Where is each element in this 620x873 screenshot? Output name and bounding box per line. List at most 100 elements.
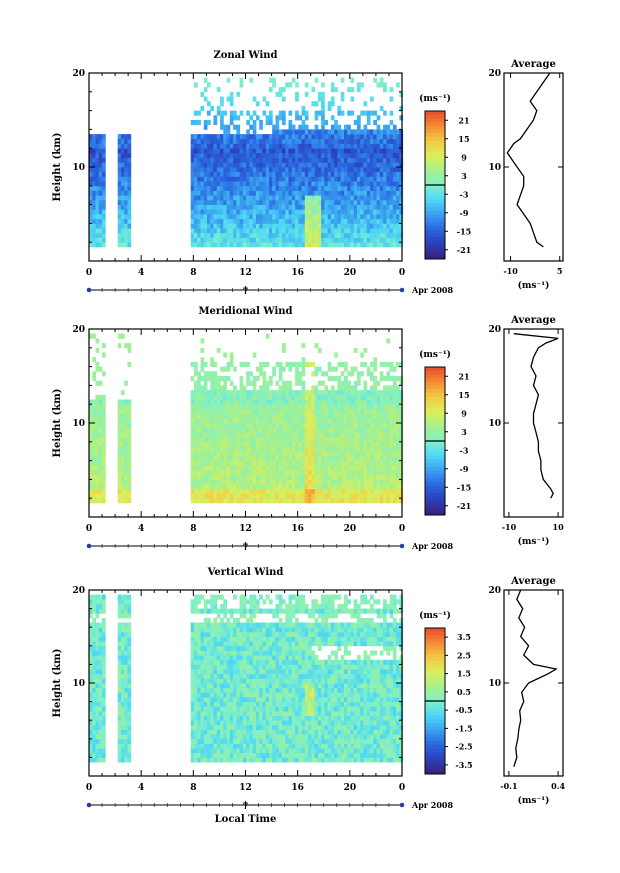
heatmap-cell xyxy=(262,110,267,116)
heatmap-cell xyxy=(239,190,244,196)
heatmap-cell xyxy=(379,474,384,480)
heatmap-cell xyxy=(255,390,260,396)
heatmap-cell xyxy=(379,82,384,88)
heatmap-cell xyxy=(330,129,335,135)
heatmap-cell xyxy=(200,413,205,419)
heatmap-cell xyxy=(304,498,309,504)
heatmap-cell xyxy=(288,413,293,419)
heatmap-cell xyxy=(282,394,286,400)
heatmap-cell xyxy=(334,484,338,490)
heatmap-cell xyxy=(95,167,100,173)
heatmap-cell xyxy=(127,683,132,689)
heatmap-cell xyxy=(350,413,355,419)
heatmap-cell xyxy=(376,237,381,243)
heatmap-cell xyxy=(353,399,358,405)
heatmap-cell xyxy=(278,404,283,410)
heatmap-cell xyxy=(330,195,335,201)
heatmap-cell xyxy=(92,432,96,438)
heatmap-cell xyxy=(399,418,404,424)
heatmap-cell xyxy=(379,493,384,499)
heatmap-cell xyxy=(200,622,205,628)
heatmap-cell xyxy=(370,451,374,457)
heatmap-cell xyxy=(226,474,231,480)
heatmap-cell xyxy=(321,479,325,485)
heatmap-cell xyxy=(92,474,96,480)
heatmap-cell xyxy=(127,232,132,238)
heatmap-cell xyxy=(197,752,201,758)
heatmap-cell xyxy=(210,199,214,205)
heatmap-cell xyxy=(259,488,263,494)
heatmap-cell xyxy=(207,181,211,187)
heatmap-cell xyxy=(327,413,332,419)
heatmap-cell xyxy=(330,185,335,191)
heatmap-cell xyxy=(327,209,332,215)
heatmap-cell xyxy=(399,437,404,443)
heatmap-cell xyxy=(357,87,361,93)
heatmap-cell xyxy=(298,437,302,443)
heatmap-cell xyxy=(363,223,368,229)
x-tick-label: 16 xyxy=(291,524,304,534)
heatmap-cell xyxy=(298,404,302,410)
heatmap-cell xyxy=(236,460,241,466)
heatmap-cell xyxy=(220,460,224,466)
heatmap-cell xyxy=(379,129,384,135)
colorbar-swatch xyxy=(425,129,445,134)
heatmap-cell xyxy=(334,488,338,494)
heatmap-cell xyxy=(262,455,267,461)
heatmap-cell xyxy=(337,223,342,229)
heatmap-cell xyxy=(259,451,263,457)
heatmap-cell xyxy=(213,706,218,712)
heatmap-cell xyxy=(272,493,276,499)
heatmap-cell xyxy=(295,129,299,135)
heatmap-cell xyxy=(98,380,103,386)
heatmap-cell xyxy=(117,474,122,480)
heatmap-cell xyxy=(317,195,322,201)
heatmap-cell xyxy=(259,204,263,210)
heatmap-cell xyxy=(207,641,211,647)
heatmap-cell xyxy=(379,204,384,210)
heatmap-cell xyxy=(379,176,384,182)
colorbar-swatch xyxy=(425,188,445,193)
heatmap-cell xyxy=(200,664,205,670)
heatmap-cell xyxy=(334,413,338,419)
heatmap-cell xyxy=(207,432,211,438)
heatmap-cell xyxy=(127,152,132,158)
heatmap-cell xyxy=(226,96,231,102)
heatmap-cell xyxy=(117,171,122,177)
heatmap-cell xyxy=(301,214,306,220)
heatmap-cell xyxy=(347,134,351,140)
heatmap-cell xyxy=(396,437,400,443)
heatmap-cell xyxy=(226,361,231,367)
heatmap-cell xyxy=(194,451,198,457)
heatmap-cell xyxy=(311,129,316,135)
heatmap-cell xyxy=(200,710,205,716)
heatmap-cell xyxy=(89,432,93,438)
heatmap-cell xyxy=(383,361,387,367)
heatmap-cell xyxy=(370,474,374,480)
heatmap-cell xyxy=(295,474,299,480)
heatmap-cell xyxy=(324,470,329,476)
heatmap-cell xyxy=(386,338,391,344)
heatmap-cell xyxy=(373,190,377,196)
heatmap-cell xyxy=(252,185,257,191)
heatmap-cell xyxy=(285,167,289,173)
heatmap-cell xyxy=(95,627,100,633)
heatmap-cell xyxy=(366,176,371,182)
heatmap-cell xyxy=(102,631,106,637)
heatmap-cell xyxy=(350,366,355,372)
heatmap-cell xyxy=(291,204,296,210)
heatmap-cell xyxy=(376,446,381,452)
heatmap-cell xyxy=(98,645,103,651)
heatmap-cell xyxy=(102,408,106,414)
heatmap-cell xyxy=(246,437,250,443)
heatmap-cell xyxy=(386,214,391,220)
heatmap-cell xyxy=(396,171,400,177)
heatmap-cell xyxy=(379,460,384,466)
heatmap-cell xyxy=(233,115,237,121)
heatmap-cell xyxy=(269,394,273,400)
heatmap-cell xyxy=(98,446,103,452)
heatmap-cell xyxy=(124,185,128,191)
heatmap-cell xyxy=(262,214,267,220)
heatmap-cell xyxy=(121,232,125,238)
heatmap-cell xyxy=(278,390,283,396)
